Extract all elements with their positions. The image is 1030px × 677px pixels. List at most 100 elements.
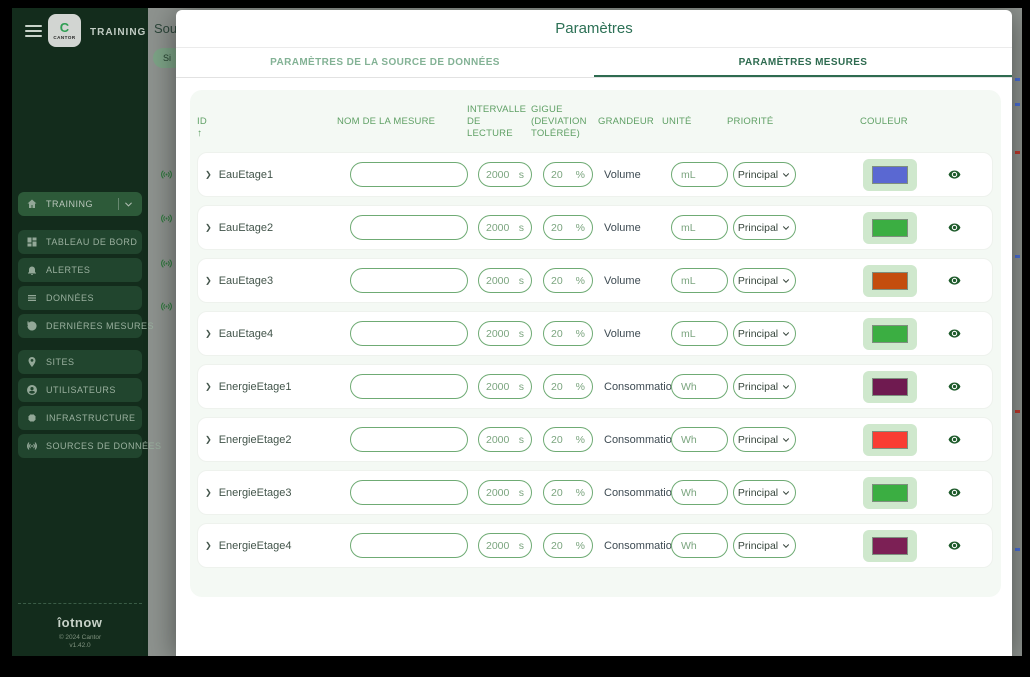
chevron-down-icon [781, 276, 791, 286]
chevron-down-icon [781, 223, 791, 233]
color-swatch-button[interactable] [863, 158, 917, 191]
measure-name-input[interactable] [350, 533, 468, 558]
read-interval-input[interactable]: 2000 s [478, 533, 532, 558]
sidebar-item-derni-res-mesures[interactable]: DERNIÈRES MESURES [18, 314, 154, 338]
tab-measure-params[interactable]: PARAMÈTRES MESURES [594, 48, 1012, 77]
column-header-unite[interactable]: UNITÉ [662, 116, 692, 127]
color-swatch-button[interactable] [863, 370, 917, 403]
table-row: ❯ EnergieEtage2 2000 s 20 % Consommation… [197, 417, 993, 462]
measure-name-input[interactable] [350, 268, 468, 293]
sidebar-item-label: UTILISATEURS [46, 385, 116, 395]
expand-chevron-icon[interactable]: ❯ [205, 329, 212, 338]
visibility-button[interactable] [946, 168, 964, 182]
read-interval-input[interactable]: 2000 s [478, 374, 532, 399]
color-swatch-button[interactable] [863, 317, 917, 350]
column-header-nom[interactable]: NOM DE LA MESURE [337, 116, 436, 127]
read-interval-input[interactable]: 2000 s [478, 268, 532, 293]
jitter-input[interactable]: 20 % [543, 162, 593, 187]
read-interval-input[interactable]: 2000 s [478, 427, 532, 452]
column-header-priorite[interactable]: PRIORITÉ [727, 116, 774, 127]
unit-input[interactable]: mL [671, 268, 728, 293]
sidebar-item-tableau-de-bord[interactable]: TABLEAU DE BORD [18, 230, 142, 254]
visibility-button[interactable] [946, 327, 964, 341]
expand-chevron-icon[interactable]: ❯ [205, 276, 212, 285]
sidebar-item-infrastructure[interactable]: INFRASTRUCTURE [18, 406, 142, 430]
quantity-label: Consommation [604, 539, 678, 552]
expand-chevron-icon[interactable]: ❯ [205, 541, 212, 550]
sidebar-item-utilisateurs[interactable]: UTILISATEURS [18, 378, 142, 402]
priority-select[interactable]: Principal [733, 268, 796, 293]
color-swatch-button[interactable] [863, 264, 917, 297]
priority-select[interactable]: Principal [733, 533, 796, 558]
priority-select[interactable]: Principal [733, 162, 796, 187]
jitter-input[interactable]: 20 % [543, 533, 593, 558]
measure-name-input[interactable] [350, 215, 468, 240]
measure-name-input[interactable] [350, 374, 468, 399]
jitter-input[interactable]: 20 % [543, 374, 593, 399]
expand-chevron-icon[interactable]: ❯ [205, 170, 212, 179]
visibility-button[interactable] [946, 380, 964, 394]
read-interval-unit: s [518, 380, 524, 393]
jitter-input[interactable]: 20 % [543, 427, 593, 452]
color-swatch-button[interactable] [863, 476, 917, 509]
jitter-input[interactable]: 20 % [543, 480, 593, 505]
measure-name-input[interactable] [350, 162, 468, 187]
sidebar-nav-admin: SITES UTILISATEURS INFRASTRUCTURE SOURCES D… [12, 350, 161, 458]
column-header-id[interactable]: ID ↑ [197, 104, 337, 140]
visibility-button[interactable] [946, 221, 964, 235]
color-swatch-value [872, 218, 908, 237]
column-header-intervalle[interactable]: INTERVALLE DE LECTURE [467, 104, 527, 139]
visibility-button[interactable] [946, 486, 964, 500]
priority-select[interactable]: Principal [733, 321, 796, 346]
unit-input[interactable]: Wh [671, 533, 728, 558]
priority-select[interactable]: Principal [733, 215, 796, 240]
sidebar-item-sources-de-donn-es[interactable]: SOURCES DE DONNÉES [18, 434, 161, 458]
visibility-button[interactable] [946, 539, 964, 553]
color-swatch-value [872, 483, 908, 502]
jitter-input[interactable]: 20 % [543, 215, 593, 240]
measure-name-input[interactable] [350, 427, 468, 452]
color-swatch-button[interactable] [863, 423, 917, 456]
jitter-input[interactable]: 20 % [543, 321, 593, 346]
read-interval-value: 2000 [486, 274, 510, 287]
priority-select[interactable]: Principal [733, 480, 796, 505]
menu-toggle-button[interactable] [25, 25, 42, 38]
measure-name-input[interactable] [350, 321, 468, 346]
read-interval-input[interactable]: 2000 s [478, 162, 532, 187]
unit-input[interactable]: mL [671, 215, 728, 240]
color-swatch-value [872, 377, 908, 396]
tab-source-params[interactable]: PARAMÈTRES DE LA SOURCE DE DONNÉES [270, 57, 500, 68]
unit-input[interactable]: Wh [671, 427, 728, 452]
sidebar-item-alertes[interactable]: ALERTES [18, 258, 142, 282]
modal-titlebar: Paramètres [176, 10, 1012, 48]
sidebar-item-donn-es[interactable]: DONNÉES [18, 286, 142, 310]
measure-name-input[interactable] [350, 480, 468, 505]
unit-input[interactable]: Wh [671, 480, 728, 505]
unit-input[interactable]: mL [671, 162, 728, 187]
expand-chevron-icon[interactable]: ❯ [205, 223, 212, 232]
visibility-button[interactable] [946, 274, 964, 288]
sidebar-item-label: INFRASTRUCTURE [46, 413, 136, 423]
column-header-gigue[interactable]: GIGUE (DEVIATION TOLÉRÉE) [531, 104, 587, 139]
sidebar-item-sites[interactable]: SITES [18, 350, 142, 374]
measures-panel: ID ↑ NOM DE LA MESURE INTERVALLE DE LECT… [190, 90, 1001, 597]
read-interval-input[interactable]: 2000 s [478, 480, 532, 505]
jitter-input[interactable]: 20 % [543, 268, 593, 293]
read-interval-input[interactable]: 2000 s [478, 321, 532, 346]
column-header-grandeur[interactable]: GRANDEUR [598, 116, 654, 127]
color-swatch-button[interactable] [863, 529, 917, 562]
unit-value: Wh [681, 380, 697, 393]
unit-input[interactable]: Wh [671, 374, 728, 399]
column-header-couleur[interactable]: COULEUR [860, 116, 908, 127]
color-swatch-button[interactable] [863, 211, 917, 244]
expand-chevron-icon[interactable]: ❯ [205, 435, 212, 444]
priority-select[interactable]: Principal [733, 427, 796, 452]
priority-select[interactable]: Principal [733, 374, 796, 399]
visibility-button[interactable] [946, 433, 964, 447]
project-selector[interactable]: TRAINING [18, 192, 142, 216]
read-interval-input[interactable]: 2000 s [478, 215, 532, 240]
jitter-unit: % [575, 433, 585, 446]
expand-chevron-icon[interactable]: ❯ [205, 382, 212, 391]
unit-input[interactable]: mL [671, 321, 728, 346]
expand-chevron-icon[interactable]: ❯ [205, 488, 212, 497]
